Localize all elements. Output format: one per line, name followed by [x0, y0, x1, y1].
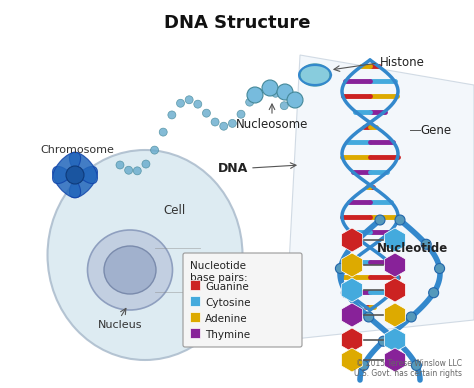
- Ellipse shape: [69, 152, 98, 184]
- Text: Cytosine: Cytosine: [205, 298, 250, 308]
- Circle shape: [194, 100, 202, 108]
- Circle shape: [185, 96, 193, 104]
- Circle shape: [116, 161, 124, 169]
- Circle shape: [341, 288, 351, 298]
- FancyBboxPatch shape: [190, 312, 200, 322]
- Circle shape: [392, 336, 401, 346]
- Circle shape: [336, 263, 346, 274]
- Text: Guanine: Guanine: [205, 282, 249, 292]
- Circle shape: [255, 88, 262, 96]
- Circle shape: [277, 84, 293, 100]
- Circle shape: [133, 167, 141, 175]
- Circle shape: [151, 146, 159, 154]
- Circle shape: [228, 120, 237, 127]
- Ellipse shape: [88, 230, 173, 310]
- Circle shape: [406, 312, 416, 322]
- Text: Nucleotide
base pairs:: Nucleotide base pairs:: [190, 261, 247, 282]
- Text: DNA: DNA: [218, 161, 248, 175]
- Text: Thymine: Thymine: [205, 330, 250, 340]
- FancyBboxPatch shape: [190, 280, 200, 290]
- Circle shape: [125, 166, 133, 174]
- Text: Gene: Gene: [420, 123, 451, 137]
- Ellipse shape: [47, 150, 243, 360]
- Circle shape: [359, 360, 369, 371]
- Circle shape: [378, 336, 388, 346]
- Circle shape: [263, 85, 271, 92]
- Circle shape: [211, 118, 219, 126]
- Ellipse shape: [104, 246, 156, 294]
- Circle shape: [349, 239, 359, 249]
- Text: Nucleosome: Nucleosome: [236, 118, 308, 131]
- Circle shape: [142, 160, 150, 168]
- Text: DNA Structure: DNA Structure: [164, 14, 310, 32]
- Text: Histone: Histone: [380, 55, 425, 69]
- Ellipse shape: [53, 152, 81, 184]
- Circle shape: [280, 102, 288, 110]
- Ellipse shape: [53, 166, 81, 198]
- Circle shape: [375, 215, 385, 225]
- Text: Nucleus: Nucleus: [98, 320, 142, 330]
- Circle shape: [220, 122, 228, 130]
- Circle shape: [364, 312, 374, 322]
- Ellipse shape: [69, 166, 98, 198]
- Circle shape: [246, 98, 254, 106]
- Ellipse shape: [300, 64, 330, 86]
- FancyBboxPatch shape: [190, 328, 200, 338]
- Circle shape: [395, 215, 405, 225]
- Circle shape: [237, 110, 245, 118]
- Circle shape: [168, 111, 176, 119]
- Circle shape: [428, 288, 438, 298]
- Circle shape: [262, 80, 278, 96]
- Text: Cell: Cell: [164, 203, 186, 217]
- Circle shape: [435, 263, 445, 274]
- Circle shape: [411, 360, 421, 371]
- Circle shape: [176, 99, 184, 107]
- Circle shape: [421, 239, 431, 249]
- Circle shape: [247, 87, 263, 103]
- Circle shape: [287, 92, 303, 108]
- FancyBboxPatch shape: [183, 253, 302, 347]
- Circle shape: [202, 109, 210, 117]
- FancyBboxPatch shape: [190, 296, 200, 306]
- Text: © 2015 Terese Winslow LLC
U.S. Govt. has certain rights: © 2015 Terese Winslow LLC U.S. Govt. has…: [354, 359, 462, 378]
- Circle shape: [272, 89, 280, 97]
- Text: Nucleotide: Nucleotide: [377, 241, 448, 255]
- Circle shape: [159, 128, 167, 136]
- Polygon shape: [285, 55, 474, 340]
- Text: Adenine: Adenine: [205, 314, 247, 324]
- Circle shape: [66, 166, 84, 184]
- Text: Chromosome: Chromosome: [40, 145, 114, 155]
